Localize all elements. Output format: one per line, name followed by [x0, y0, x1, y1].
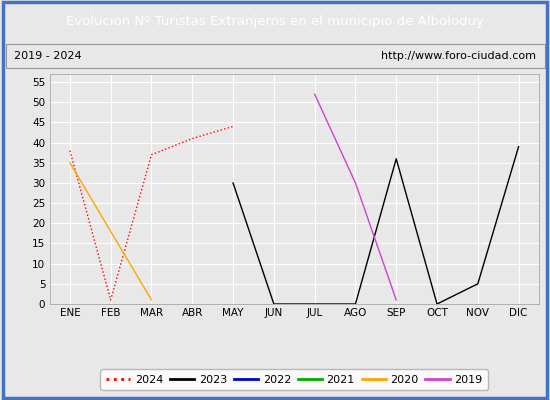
Text: Evolucion Nº Turistas Extranjeros en el municipio de Alboloduy: Evolucion Nº Turistas Extranjeros en el … — [66, 14, 484, 28]
Text: http://www.foro-ciudad.com: http://www.foro-ciudad.com — [381, 51, 536, 61]
Text: 2019 - 2024: 2019 - 2024 — [14, 51, 81, 61]
Legend: 2024, 2023, 2022, 2021, 2020, 2019: 2024, 2023, 2022, 2021, 2020, 2019 — [101, 369, 488, 390]
